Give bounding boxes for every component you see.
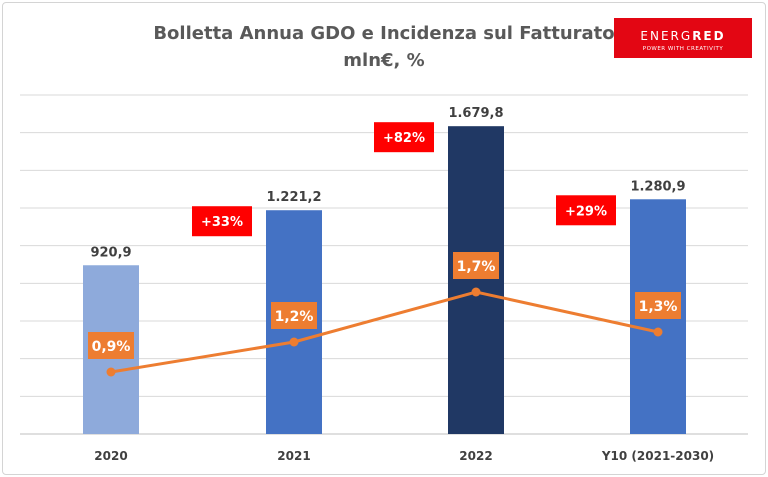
logo-tagline: POWER WITH CREATIVITY	[643, 46, 724, 52]
bar-value-label: 1.280,9	[630, 179, 685, 194]
x-tick-label: 2020	[94, 449, 127, 463]
x-tick-label: Y10 (2021-2030)	[601, 449, 714, 463]
bar-value-label: 920,9	[90, 245, 131, 260]
bar-series	[83, 126, 686, 435]
pct-badge	[453, 252, 499, 279]
line-path	[110, 290, 659, 374]
line-point	[471, 287, 481, 297]
line-point	[106, 367, 116, 377]
pct-badge-label: 1,2%	[275, 309, 314, 325]
chart-subtitle: mln€, %	[343, 50, 424, 71]
bar	[448, 126, 504, 435]
growth-badge	[192, 206, 252, 237]
bar-value-label: 1.679,8	[448, 106, 503, 121]
energred-logo: ENERGRED POWER WITH CREATIVITY	[614, 18, 752, 58]
gridlines	[20, 94, 748, 435]
pct-badge-label: 1,7%	[457, 259, 496, 275]
line-point	[653, 327, 663, 337]
pct-badge-label: 1,3%	[639, 299, 678, 315]
line-point	[289, 337, 299, 347]
pct-badge	[88, 332, 134, 359]
data-labels: 920,9 2020 1.221,2 2021 1.679,8 2022 1.280,9 Y1…	[90, 106, 714, 463]
growth-badge-label: +29%	[565, 204, 607, 219]
pct-badge	[271, 302, 317, 329]
bar-value-label: 1.221,2	[266, 190, 321, 205]
growth-badge	[556, 195, 616, 226]
pct-badge-label: 0,9%	[92, 339, 131, 355]
line-series: 0,9% 1,2% 1,7% 1,3%	[88, 252, 681, 377]
pct-badge	[635, 292, 681, 319]
logo-box	[614, 18, 752, 58]
x-tick-label: 2021	[277, 449, 310, 463]
chart-title: Bolletta Annua GDO e Incidenza sul Fattu…	[153, 23, 614, 44]
logo-wordmark: ENERGRED	[640, 29, 725, 43]
growth-badge	[374, 122, 434, 153]
growth-badge-label: +82%	[383, 131, 425, 146]
growth-badge-label: +33%	[201, 215, 243, 230]
x-tick-label: 2022	[459, 449, 492, 463]
